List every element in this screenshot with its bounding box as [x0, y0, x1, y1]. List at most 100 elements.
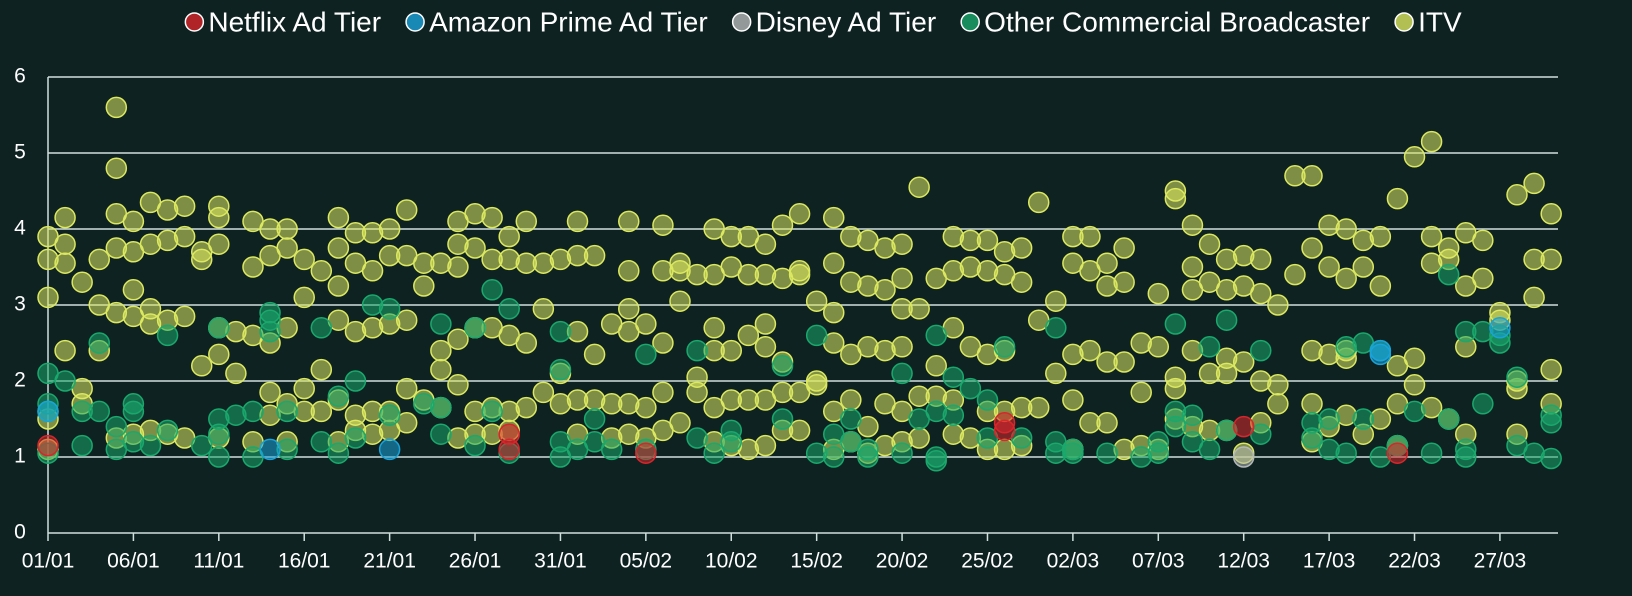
- point: [788, 263, 811, 286]
- point: [378, 404, 401, 426]
- point: [310, 431, 333, 453]
- point: [208, 317, 230, 339]
- point: [1045, 362, 1067, 385]
- point: [190, 355, 213, 377]
- x-tick-label: 16/01: [278, 550, 331, 573]
- point: [635, 343, 657, 366]
- point: [1062, 389, 1084, 411]
- point: [1267, 393, 1289, 415]
- point: [583, 343, 606, 366]
- point: [1420, 130, 1443, 153]
- point: [122, 279, 145, 301]
- point: [293, 286, 315, 309]
- point: [498, 225, 520, 248]
- point: [447, 374, 469, 396]
- point: [1267, 294, 1289, 316]
- point: [1215, 309, 1238, 331]
- legend-label: Netflix Ad Tier: [208, 6, 381, 37]
- legend-label: Disney Ad Tier: [756, 6, 937, 37]
- point: [430, 423, 452, 445]
- point: [327, 385, 350, 407]
- point: [771, 214, 794, 236]
- point: [344, 427, 367, 449]
- point: [310, 260, 333, 282]
- point: [1540, 412, 1562, 434]
- point: [600, 438, 623, 461]
- point: [378, 218, 401, 240]
- point: [310, 400, 333, 423]
- point: [652, 381, 674, 404]
- point: [942, 366, 965, 388]
- point: [37, 400, 59, 423]
- point: [1403, 347, 1426, 369]
- point: [105, 415, 128, 438]
- y-tick-label: 1: [14, 445, 26, 468]
- point: [242, 400, 264, 423]
- point: [1147, 336, 1170, 358]
- point: [156, 419, 179, 442]
- point: [1181, 404, 1204, 426]
- point: [173, 305, 196, 328]
- point: [857, 438, 879, 461]
- point: [635, 396, 657, 419]
- point: [840, 408, 862, 430]
- point: [395, 377, 418, 400]
- point: [310, 317, 333, 339]
- point: [1523, 172, 1545, 195]
- point: [840, 389, 862, 411]
- point: [1250, 248, 1272, 271]
- point: [583, 408, 606, 430]
- x-tick-label: 11/01: [193, 550, 244, 573]
- point: [566, 210, 589, 233]
- point: [156, 324, 179, 347]
- point: [1164, 313, 1187, 335]
- point: [754, 434, 777, 457]
- point: [225, 362, 247, 385]
- point: [378, 438, 401, 461]
- point: [1215, 362, 1238, 385]
- point: [395, 199, 418, 221]
- y-tick-label: 5: [14, 141, 26, 164]
- x-tick-label: 22/03: [1388, 550, 1441, 573]
- point: [652, 332, 674, 354]
- point: [993, 419, 1016, 442]
- y-tick-label: 2: [14, 369, 26, 392]
- point: [754, 313, 777, 335]
- point: [1472, 229, 1494, 252]
- point: [327, 442, 350, 464]
- point: [1113, 351, 1135, 373]
- point: [549, 358, 572, 381]
- point: [259, 438, 281, 461]
- point: [583, 244, 606, 267]
- point: [822, 206, 845, 229]
- point: [122, 210, 145, 233]
- point: [1301, 393, 1323, 415]
- point: [293, 248, 315, 271]
- x-tick-label: 20/02: [876, 550, 929, 573]
- point: [669, 412, 691, 434]
- point: [361, 260, 384, 282]
- point: [259, 381, 281, 404]
- point: [669, 290, 691, 312]
- point: [925, 355, 947, 377]
- point: [703, 317, 725, 339]
- point: [481, 206, 503, 229]
- point: [942, 404, 965, 426]
- point: [1232, 415, 1255, 438]
- point: [1318, 256, 1340, 278]
- point: [822, 252, 845, 274]
- point: [1079, 225, 1101, 248]
- point: [1232, 351, 1255, 373]
- point: [481, 400, 503, 423]
- point: [908, 427, 930, 449]
- point: [208, 446, 230, 468]
- point: [464, 237, 486, 259]
- point: [1147, 431, 1170, 453]
- x-tick-label: 25/02: [961, 550, 1014, 573]
- point: [686, 427, 708, 449]
- point: [122, 400, 145, 423]
- legend: Netflix Ad Tier Amazon Prime Ad Tier Disne…: [184, 6, 1462, 37]
- point: [105, 96, 128, 119]
- point: [430, 339, 452, 362]
- point: [1523, 286, 1545, 309]
